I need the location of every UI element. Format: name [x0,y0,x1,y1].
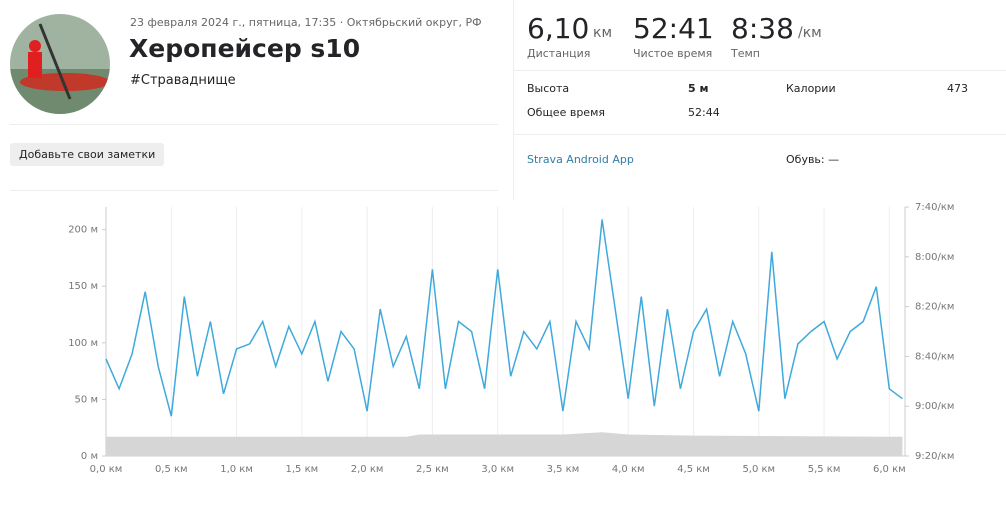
divider [513,134,1006,135]
elevation-area [106,432,903,456]
title: Херопейсер s10 [129,34,361,63]
value: 5 м [688,82,709,95]
y2-tick-label: 8:40/км [915,351,954,362]
stat-label: Темп [731,47,760,60]
x-tick-label: 1,0 км [220,464,253,475]
label: Общее время [527,106,605,119]
label: Калории [786,82,836,95]
divider [10,124,498,125]
chart: 0,0 км 0,5 км 1,0 км 1,5 км 2,0 км 2,5 км 3,0 … [68,202,954,475]
y-tick-label: 100 м [68,338,98,349]
stat-unit: км [593,25,613,41]
y-tick-label: 200 м [68,225,98,236]
shoes: Обувь: — [786,153,840,166]
y2-tick-label: 9:20/км [915,451,954,462]
y2-tick-label: 9:00/км [915,401,954,412]
x-tick-label: 4,0 км [612,464,645,475]
stat-unit: /км [798,25,822,41]
x-tick-label: 5,5 км [808,464,841,475]
stat-value: 52:41 [633,12,714,45]
x-tick-label: 4,5 км [677,464,710,475]
avatar [10,14,110,114]
value: 473 [947,82,968,95]
stat-label: Чистое время [633,47,713,60]
x-tick-label: 3,0 км [481,464,514,475]
y-tick-label: 0 м [81,451,98,462]
x-tick-label: 0,5 км [155,464,188,475]
stat-value: 8:38 [731,12,794,45]
y-tick-label: 150 м [68,281,98,292]
divider [513,70,1006,71]
x-tick-label: 1,5 км [285,464,318,475]
x-tick-label: 5,0 км [742,464,775,475]
tag: #Страваднище [130,73,236,88]
x-tick-label: 2,5 км [416,464,449,475]
notes-button[interactable]: Добавьте свои заметки [10,143,165,166]
x-tick-label: 6,0 км [873,464,906,475]
stat-label: Дистанция [527,47,591,60]
y2-tick-label: 8:00/км [915,252,954,263]
stat-value: 6,10 [527,12,590,45]
y2-tick-label: 7:40/км [915,202,954,213]
x-tick-label: 3,5 км [547,464,580,475]
divider [513,0,514,200]
value: 52:44 [688,106,720,119]
x-tick-label: 2,0 км [351,464,384,475]
date: 23 февраля 2024 г., пятница, 17:35 · Окт… [130,16,482,29]
y2-tick-label: 8:20/км [915,302,954,313]
app-link[interactable]: Strava Android App [527,153,634,166]
y-tick-label: 50 м [75,394,98,405]
x-tick-label: 0,0 км [90,464,123,475]
pace-line [105,219,903,417]
divider [10,190,498,191]
label: Высота [527,82,570,95]
